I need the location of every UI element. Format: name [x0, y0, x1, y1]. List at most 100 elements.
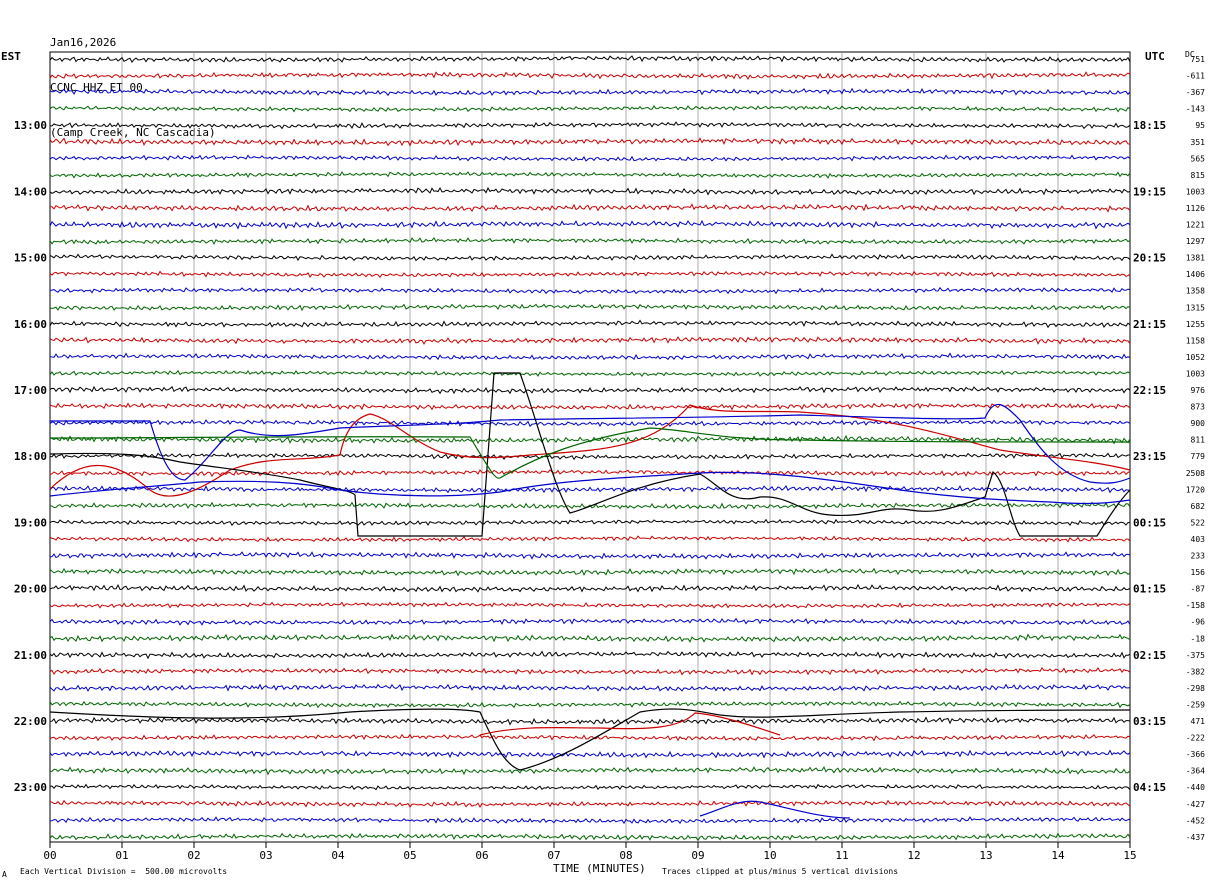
x-tick-label: 14 — [1051, 849, 1065, 862]
hour-label-right: 02:15 — [1133, 649, 1166, 662]
hour-label-left: 15:00 — [14, 252, 47, 265]
trace-row — [49, 551, 1131, 560]
x-tick-label: 05 — [403, 849, 416, 862]
dc-offset-label: 95 — [1195, 121, 1205, 130]
hour-label-right: 23:15 — [1133, 450, 1166, 463]
station-header: Jan16,2026 CCNC HHZ ET 00 (Camp Creek, N… — [50, 5, 216, 155]
trace-row — [49, 87, 1131, 97]
trace-row — [49, 203, 1131, 213]
hour-label-left: 20:00 — [14, 583, 47, 596]
trace-row — [49, 733, 1131, 742]
trace-row — [49, 171, 1131, 179]
dc-offset-label: 900 — [1191, 419, 1206, 428]
x-tick-label: 02 — [187, 849, 200, 862]
x-tick-label: 06 — [475, 849, 488, 862]
dc-offset-label: 811 — [1191, 436, 1206, 445]
trace-row — [49, 535, 1131, 543]
hour-label-left: 16:00 — [14, 318, 47, 331]
hour-label-left: 17:00 — [14, 384, 47, 397]
hour-label-right: 21:15 — [1133, 318, 1166, 331]
dc-offset-label: -427 — [1186, 800, 1205, 809]
trace-row — [49, 121, 1131, 130]
trace-row — [49, 783, 1131, 791]
plot-frame — [49, 51, 1131, 843]
trace-row — [49, 501, 1131, 510]
hour-label-right: 01:15 — [1133, 583, 1166, 596]
hour-label-right: 03:15 — [1133, 715, 1166, 728]
dc-offset-label: -367 — [1186, 88, 1205, 97]
trace-row — [49, 434, 1131, 445]
hour-label-left: 21:00 — [14, 649, 47, 662]
dc-offset-label: -259 — [1186, 700, 1205, 709]
dc-offset-label: 815 — [1191, 171, 1206, 180]
dc-offset-label: -611 — [1186, 72, 1205, 81]
dc-offset-label: -143 — [1186, 105, 1205, 114]
green-drift-trace — [49, 427, 1131, 479]
x-tick-label: 07 — [547, 849, 560, 862]
trace-row — [49, 766, 1131, 776]
header-location: (Camp Creek, NC Cascadia) — [50, 126, 216, 139]
trace-row — [49, 385, 1131, 395]
trace-row — [49, 799, 1131, 808]
dc-offset-label: 1315 — [1186, 303, 1205, 312]
dc-offset-label: -18 — [1191, 634, 1206, 643]
trace-row — [49, 633, 1131, 643]
trace-row — [49, 219, 1131, 230]
dc-offset-label: -96 — [1191, 618, 1206, 627]
header-date: Jan16,2026 — [50, 36, 117, 49]
dc-offset-label: 779 — [1191, 452, 1206, 461]
trace-row — [49, 419, 1131, 428]
hour-label-left: 19:00 — [14, 516, 47, 529]
trace-row — [49, 700, 1131, 709]
trace-row — [49, 253, 1131, 262]
dc-offset-label: 1158 — [1186, 336, 1205, 345]
hour-label-right: 20:15 — [1133, 252, 1166, 265]
trace-row — [49, 71, 1131, 80]
hour-label-left: 22:00 — [14, 715, 47, 728]
dc-offset-label: 682 — [1191, 502, 1206, 511]
trace-row — [49, 583, 1131, 593]
blue-drift-trace-2 — [49, 471, 1131, 505]
trace-row — [49, 105, 1131, 113]
dc-offset-label: 471 — [1191, 717, 1206, 726]
x-tick-label: 03 — [259, 849, 272, 862]
dc-offset-label: 1052 — [1186, 353, 1205, 362]
scale-note: Each Vertical Division = 500.00 microvol… — [20, 867, 228, 876]
x-tick-label: 04 — [331, 849, 345, 862]
dc-offset-label: 1221 — [1186, 221, 1205, 230]
dc-offset-label: -364 — [1186, 767, 1205, 776]
x-tick-label: 09 — [691, 849, 704, 862]
hour-label-left: 14:00 — [14, 185, 47, 198]
dc-offset-label: -452 — [1186, 816, 1205, 825]
hour-label-left: 23:00 — [14, 781, 47, 794]
dc-offset-label: -158 — [1186, 601, 1205, 610]
trace-row — [49, 336, 1131, 345]
x-tick-label: 01 — [115, 849, 128, 862]
x-tick-label: 15 — [1123, 849, 1136, 862]
dc-offset-label: -375 — [1186, 651, 1205, 660]
dc-offset-label: -437 — [1186, 833, 1205, 842]
blue-drift-trace-3 — [699, 800, 851, 819]
hour-label-right: 18:15 — [1133, 119, 1166, 132]
x-tick-label: 11 — [835, 849, 848, 862]
x-tick-label: 12 — [907, 849, 920, 862]
dc-offset-label: 2508 — [1186, 469, 1205, 478]
timezone-left-label: EST — [1, 50, 21, 63]
trace-layer — [49, 55, 1131, 842]
trace-row — [49, 601, 1131, 609]
timezone-right-label: UTC — [1145, 50, 1165, 63]
dc-offset-label: 1003 — [1186, 187, 1205, 196]
dc-offset-label: 1126 — [1186, 204, 1205, 213]
trace-row — [49, 485, 1131, 494]
dc-offset-label: 1406 — [1186, 270, 1205, 279]
trace-row — [49, 55, 1131, 63]
dc-offset-label: 1720 — [1186, 485, 1205, 494]
dc-offset-label: 751 — [1191, 55, 1206, 64]
blue-drift-trace — [50, 403, 1131, 484]
trace-row — [49, 352, 1131, 361]
dc-offset-label: -366 — [1186, 750, 1205, 759]
dc-offset-label: 1297 — [1186, 237, 1205, 246]
dc-offset-label: 1381 — [1186, 254, 1205, 263]
black-drift-trace-2 — [49, 708, 1131, 771]
trace-row — [49, 319, 1131, 329]
